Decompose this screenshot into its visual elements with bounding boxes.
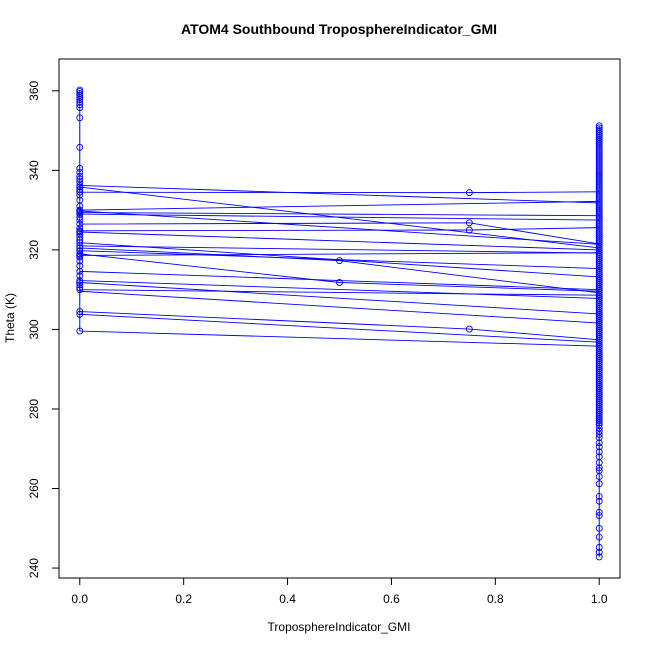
y-tick-label: 260 xyxy=(27,478,41,498)
data-point xyxy=(76,262,84,270)
y-tick-label: 240 xyxy=(27,558,41,578)
series-line xyxy=(79,270,600,291)
data-point xyxy=(76,281,84,289)
series-line xyxy=(79,210,600,245)
series-line xyxy=(79,289,600,296)
series-line xyxy=(79,200,600,211)
data-point xyxy=(76,86,84,94)
series-line xyxy=(79,222,600,245)
data-point xyxy=(465,325,473,333)
data-point xyxy=(595,443,603,451)
series-line xyxy=(79,185,600,204)
data-point xyxy=(595,508,603,516)
data-point xyxy=(595,124,603,132)
series-line xyxy=(79,250,600,270)
x-axis-label: TroposphereIndicator_GMI xyxy=(268,620,411,634)
data-point xyxy=(595,480,603,488)
data-point xyxy=(76,279,84,286)
data-point xyxy=(76,286,84,294)
x-axis: 0.0 0.2 0.4 0.6 0.8 1.0 xyxy=(71,577,608,606)
data-point xyxy=(76,172,84,180)
data-point xyxy=(76,247,84,255)
data-point xyxy=(76,114,84,122)
data-point xyxy=(76,227,84,235)
data-point xyxy=(336,279,343,286)
data-point xyxy=(465,189,473,197)
series-line xyxy=(79,212,600,217)
y-axis: 240 260 280 300 320 340 360 xyxy=(27,80,60,578)
x-tick-label: 0.4 xyxy=(279,592,296,606)
data-point xyxy=(595,439,603,447)
series-line xyxy=(79,213,600,221)
data-point xyxy=(76,277,84,284)
data-point xyxy=(595,548,603,556)
data-point xyxy=(595,553,603,561)
data-point xyxy=(76,310,84,318)
data-point xyxy=(76,188,84,196)
y-tick-label: 280 xyxy=(27,399,41,419)
series-line xyxy=(79,280,600,299)
plot-frame xyxy=(58,58,621,579)
series-line xyxy=(79,245,600,254)
y-tick-label: 320 xyxy=(27,240,41,260)
data-point xyxy=(76,168,84,176)
data-point xyxy=(76,272,84,280)
data-point xyxy=(595,497,603,505)
data-point xyxy=(595,453,603,461)
series-line xyxy=(79,290,600,324)
x-tick-label: 0.8 xyxy=(487,592,504,606)
series-line xyxy=(79,231,600,251)
data-point xyxy=(76,220,84,228)
y-axis-label: Theta (K) xyxy=(3,293,17,343)
x-tick-label: 0.6 xyxy=(383,592,400,606)
data-point xyxy=(595,512,603,520)
series-line xyxy=(79,191,600,194)
series-line xyxy=(79,311,600,341)
data-point xyxy=(595,533,603,541)
data-point xyxy=(76,224,84,232)
data-point xyxy=(76,196,84,204)
series-line xyxy=(79,227,600,232)
data-point xyxy=(76,327,84,335)
data-point xyxy=(595,122,603,130)
data-point xyxy=(595,448,603,456)
data-point xyxy=(595,543,603,551)
data-point xyxy=(76,244,84,252)
series-line xyxy=(79,252,600,256)
y-tick-label: 300 xyxy=(27,319,41,339)
y-tick-label: 340 xyxy=(27,160,41,180)
series-line xyxy=(79,247,600,294)
data-point xyxy=(76,206,84,214)
series-line xyxy=(79,330,600,347)
data-point xyxy=(595,524,603,532)
series-points xyxy=(76,86,603,561)
data-point xyxy=(595,424,603,432)
data-point xyxy=(595,126,603,134)
chart-title: ATOM4 Southbound TroposphereIndicator_GM… xyxy=(181,21,497,37)
data-point xyxy=(595,493,603,500)
data-point xyxy=(76,185,84,193)
data-point xyxy=(76,308,84,315)
data-point xyxy=(76,284,84,292)
x-tick-label: 1.0 xyxy=(591,592,608,606)
series-line xyxy=(79,313,600,343)
x-tick-label: 0.2 xyxy=(175,592,192,606)
data-point xyxy=(595,464,603,472)
data-point xyxy=(595,467,603,475)
data-point xyxy=(465,219,473,227)
series-line xyxy=(79,282,600,315)
data-point xyxy=(76,143,84,151)
data-point xyxy=(76,164,84,172)
series-lines xyxy=(79,185,600,347)
data-point xyxy=(465,226,473,234)
data-point xyxy=(336,257,343,265)
series-line xyxy=(79,253,600,292)
data-point xyxy=(76,175,84,183)
y-tick-label: 360 xyxy=(27,80,41,100)
data-point xyxy=(76,90,84,98)
x-tick-label: 0.0 xyxy=(71,592,88,606)
data-point xyxy=(76,101,84,109)
